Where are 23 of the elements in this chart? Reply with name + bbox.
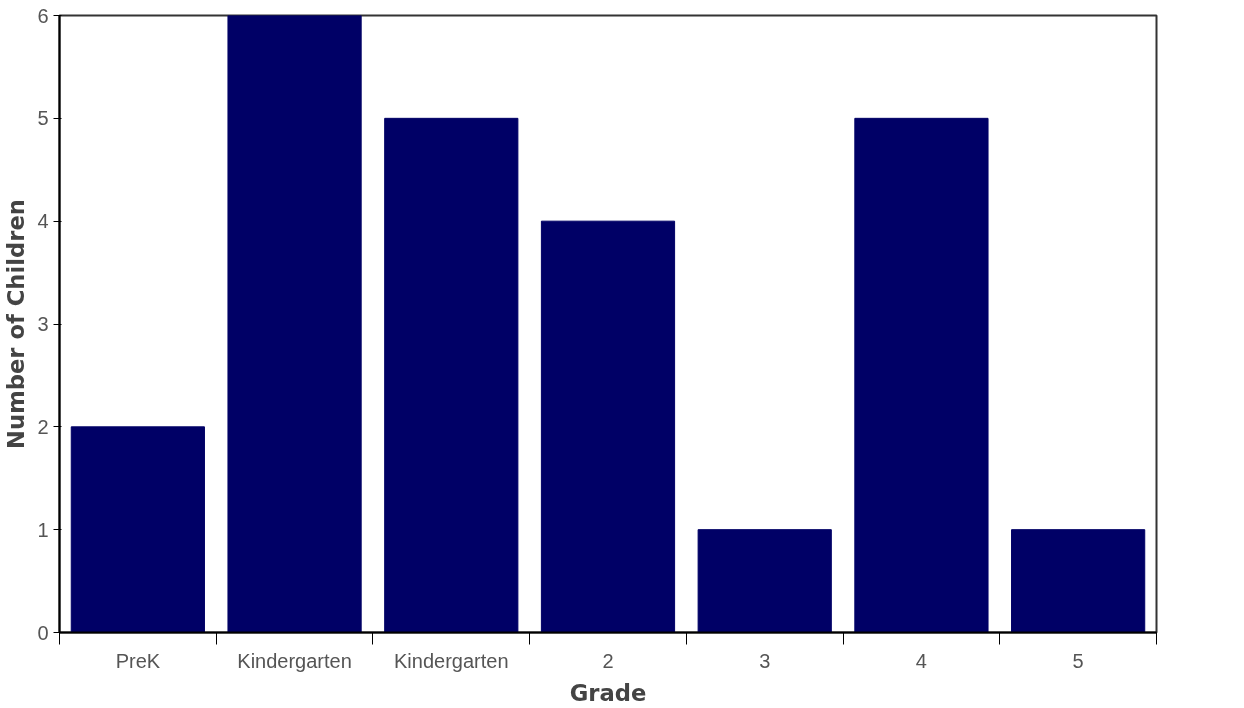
y-tick-label: 3 xyxy=(37,313,49,335)
y-tick-label: 0 xyxy=(37,621,49,644)
x-tick-label: PreK xyxy=(115,649,161,672)
x-tick-label: 2 xyxy=(602,649,614,672)
x-tick-label: Kindergarten xyxy=(237,649,352,672)
bar xyxy=(227,15,362,633)
y-tick-label: 4 xyxy=(37,210,49,233)
bar xyxy=(384,117,519,633)
x-tick-label: 4 xyxy=(915,649,927,672)
x-tick-label: Kindergarten xyxy=(394,649,509,672)
x-tick-label: 5 xyxy=(1072,649,1084,672)
y-tick-label: 1 xyxy=(37,518,49,541)
bar xyxy=(854,117,989,633)
y-tick-label: 5 xyxy=(37,107,49,130)
bar xyxy=(1011,529,1146,633)
x-tick-label: 3 xyxy=(759,649,771,672)
y-tick-label: 2 xyxy=(37,415,49,438)
y-axis-title: Number of Children xyxy=(3,199,30,449)
x-axis-title: Grade xyxy=(569,679,647,706)
y-tick-label: 6 xyxy=(37,4,49,27)
bar xyxy=(540,220,676,633)
bar xyxy=(70,426,205,633)
bar xyxy=(697,529,832,633)
